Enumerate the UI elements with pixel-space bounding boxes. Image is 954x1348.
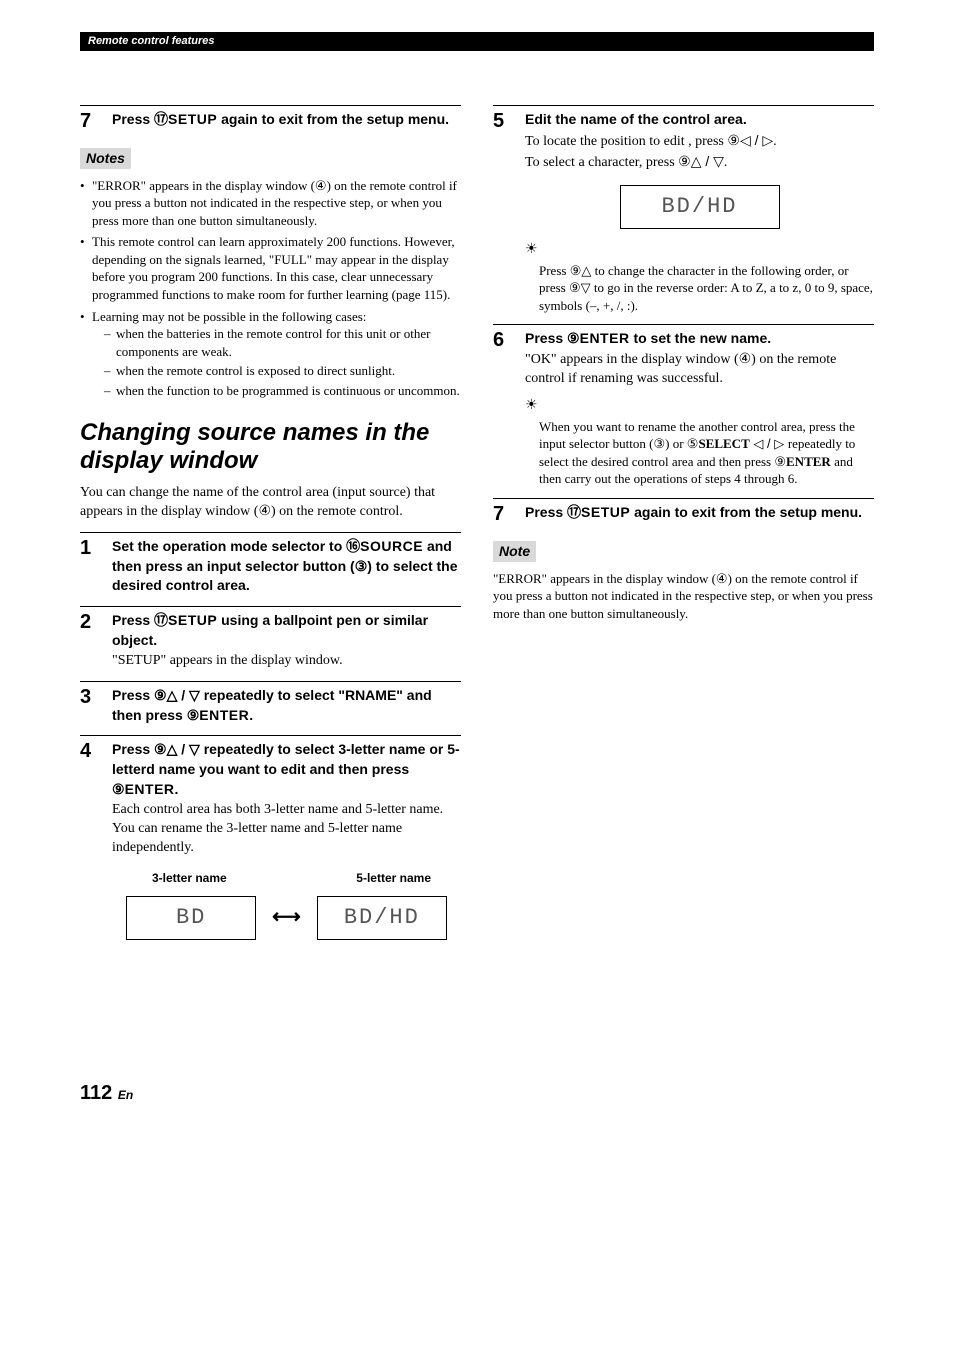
- note-text: "ERROR" appears in the display window (④…: [493, 570, 874, 623]
- step-number: 1: [80, 537, 98, 559]
- step-body: Edit the name of the control area. To lo…: [525, 110, 874, 315]
- tip-icon: ☀: [525, 241, 874, 260]
- note-subitem: when the remote control is exposed to di…: [104, 362, 461, 380]
- name-labels: 3-letter name 5-letter name: [112, 870, 461, 886]
- name-diagram: BD ⟷ BD/HD: [112, 896, 461, 940]
- step-number: 7: [493, 503, 511, 525]
- step-title: Press ⑨ENTER to set the new name.: [525, 329, 874, 349]
- notes-list: "ERROR" appears in the display window (④…: [80, 177, 461, 400]
- step-body: Press ⑨ENTER to set the new name. "OK" a…: [525, 329, 874, 487]
- right-step-6: 6 Press ⑨ENTER to set the new name. "OK"…: [493, 324, 874, 487]
- note-label: Note: [493, 541, 536, 562]
- section-title: Changing source names in the display win…: [80, 419, 461, 474]
- page-number: 112 En: [80, 1080, 874, 1107]
- left-step-4: 4 Press ⑨△ / ▽ repeatedly to select 3-le…: [80, 735, 461, 939]
- step-number: 4: [80, 740, 98, 762]
- tip-icon: ☀: [525, 397, 874, 416]
- step-number: 5: [493, 110, 511, 132]
- step-desc: To locate the position to edit , press ⑨…: [525, 131, 874, 173]
- step-title: Press ⑨△ / ▽ repeatedly to select 3-lett…: [112, 740, 461, 799]
- left-step-1: 1 Set the operation mode selector to ⑯SO…: [80, 532, 461, 596]
- step-body: Press ⑰SETUP using a ballpoint pen or si…: [112, 611, 461, 671]
- step-desc: "OK" appears in the display window (④) o…: [525, 351, 874, 389]
- content-columns: 7 Press ⑰SETUP again to exit from the se…: [80, 95, 874, 940]
- step-desc: "SETUP" appears in the display window.: [112, 652, 461, 671]
- step-body: Press ⑨△ / ▽ repeatedly to select 3-lett…: [112, 740, 461, 939]
- header-bar: Remote control features: [80, 32, 874, 51]
- left-step-3: 3 Press ⑨△ / ▽ repeatedly to select "RNA…: [80, 681, 461, 725]
- step-title: Press ⑨△ / ▽ repeatedly to select "RNAME…: [112, 686, 461, 725]
- header-text: Remote control features: [88, 35, 215, 47]
- step-title: Press ⑰SETUP using a ballpoint pen or si…: [112, 611, 461, 650]
- tip-text: When you want to rename the another cont…: [525, 418, 874, 488]
- seg-display-3: BD: [126, 896, 256, 940]
- step-number: 3: [80, 686, 98, 708]
- note-subitem: when the batteries in the remote control…: [104, 325, 461, 360]
- right-step-7: 7 Press ⑰SETUP again to exit from the se…: [493, 498, 874, 525]
- step-body: Press ⑰SETUP again to exit from the setu…: [112, 110, 461, 130]
- step-title: Press ⑰SETUP again to exit from the setu…: [525, 503, 874, 523]
- left-step-2: 2 Press ⑰SETUP using a ballpoint pen or …: [80, 606, 461, 671]
- seg-display-edit: BD/HD: [620, 185, 780, 229]
- step-number: 6: [493, 329, 511, 351]
- three-letter-label: 3-letter name: [152, 870, 227, 886]
- note-item: Learning may not be possible in the foll…: [80, 308, 461, 400]
- note-item: "ERROR" appears in the display window (④…: [80, 177, 461, 230]
- left-column: 7 Press ⑰SETUP again to exit from the se…: [80, 95, 461, 940]
- note-sublist: when the batteries in the remote control…: [92, 325, 461, 399]
- step-number: 7: [80, 110, 98, 132]
- seg-display-5: BD/HD: [317, 896, 447, 940]
- step-title: Press ⑰SETUP again to exit from the setu…: [112, 110, 461, 130]
- step-number: 2: [80, 611, 98, 633]
- step-desc: Each control area has both 3-letter name…: [112, 801, 461, 858]
- tip-text: Press ⑨△ to change the character in the …: [525, 262, 874, 315]
- note-subitem: when the function to be programmed is co…: [104, 382, 461, 400]
- double-arrow-icon: ⟷: [272, 904, 301, 931]
- step-title: Edit the name of the control area.: [525, 110, 874, 130]
- left-step-7: 7 Press ⑰SETUP again to exit from the se…: [80, 105, 461, 132]
- step-title: Set the operation mode selector to ⑯SOUR…: [112, 537, 461, 596]
- right-column: 5 Edit the name of the control area. To …: [493, 95, 874, 940]
- right-step-5: 5 Edit the name of the control area. To …: [493, 105, 874, 315]
- section-intro: You can change the name of the control a…: [80, 484, 461, 522]
- notes-label: Notes: [80, 148, 131, 169]
- five-letter-label: 5-letter name: [356, 870, 431, 886]
- note-item: This remote control can learn approximat…: [80, 233, 461, 303]
